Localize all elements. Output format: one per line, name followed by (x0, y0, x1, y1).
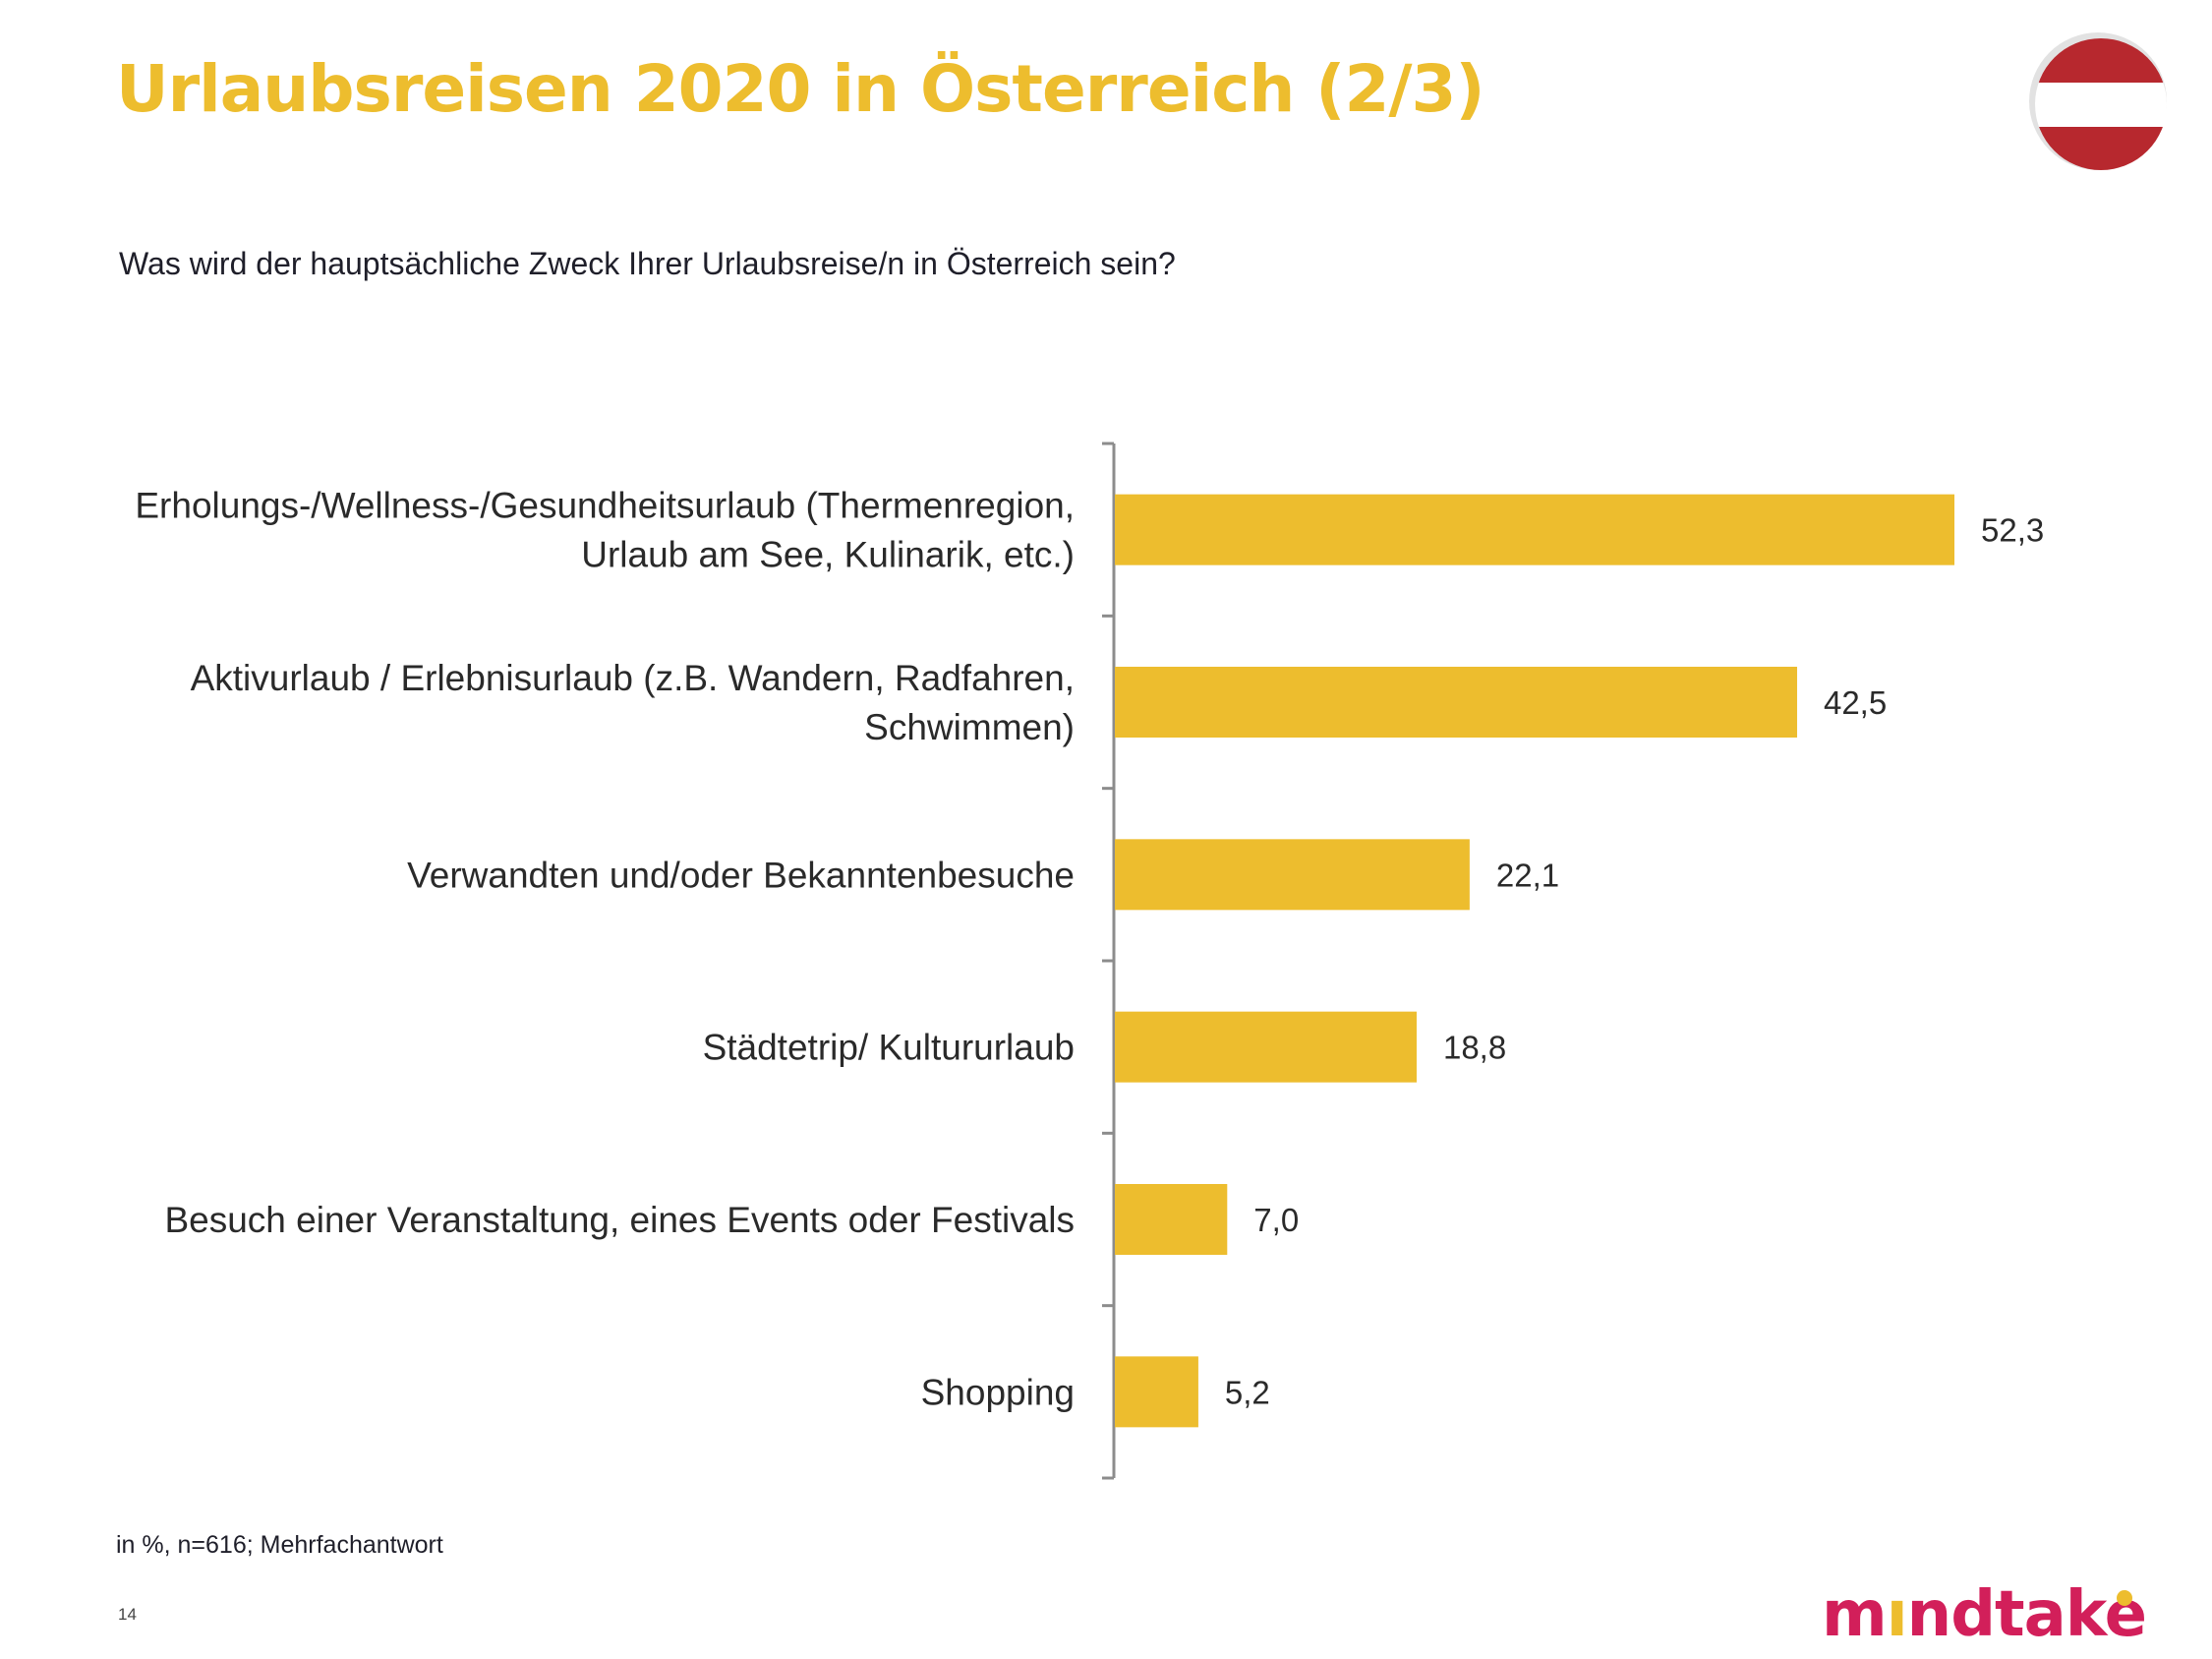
value-label: 7,0 (1253, 1202, 1299, 1238)
page-title: Urlaubsreisen 2020 in Österreich (2/3) (116, 51, 1485, 127)
category-label: Schwimmen) (864, 707, 1075, 747)
value-label: 5,2 (1225, 1374, 1270, 1410)
bars (1115, 494, 1954, 1428)
bar (1115, 1011, 1417, 1083)
value-label: 18,8 (1443, 1030, 1506, 1066)
bar (1115, 494, 1954, 565)
logo-part-m: m (1822, 1578, 1888, 1651)
category-label: Städtetrip/ Kultururlaub (703, 1028, 1075, 1068)
category-labels: Erholungs-/Wellness-/Gesundheitsurlaub (… (135, 486, 1075, 1413)
bar (1115, 839, 1470, 911)
logo-dot-icon (2117, 1590, 2132, 1606)
category-label: Urlaub am See, Kulinarik, etc.) (581, 535, 1075, 575)
bar (1115, 1356, 1198, 1428)
category-axis (1102, 442, 1116, 1480)
survey-question: Was wird der hauptsächliche Zweck Ihrer … (119, 246, 1176, 281)
category-label: Erholungs-/Wellness-/Gesundheitsurlaub (… (135, 486, 1075, 526)
mindtake-logo: mındtake (1822, 1578, 2147, 1651)
value-label: 52,3 (1981, 512, 2044, 549)
category-label: Verwandten und/oder Bekanntenbesuche (407, 855, 1075, 895)
logo-part-ndtak: ndtak (1906, 1578, 2106, 1651)
category-label: Aktivurlaub / Erlebnisurlaub (z.B. Wande… (191, 658, 1075, 698)
bar (1115, 1184, 1228, 1255)
bar (1115, 667, 1797, 738)
logo-part-i: ı (1886, 1578, 1908, 1651)
value-labels: 52,3 42,5 22,1 18,8 7,0 5,2 (1225, 512, 2044, 1411)
category-label: Shopping (921, 1372, 1075, 1412)
value-label: 22,1 (1496, 857, 1559, 893)
category-label: Besuch einer Veranstaltung, eines Events… (164, 1200, 1075, 1240)
page-number: 14 (118, 1605, 137, 1624)
value-label: 42,5 (1824, 684, 1887, 721)
footnote: in %, n=616; Mehrfachantwort (116, 1531, 443, 1559)
flag-stripe-middle (2035, 82, 2167, 127)
